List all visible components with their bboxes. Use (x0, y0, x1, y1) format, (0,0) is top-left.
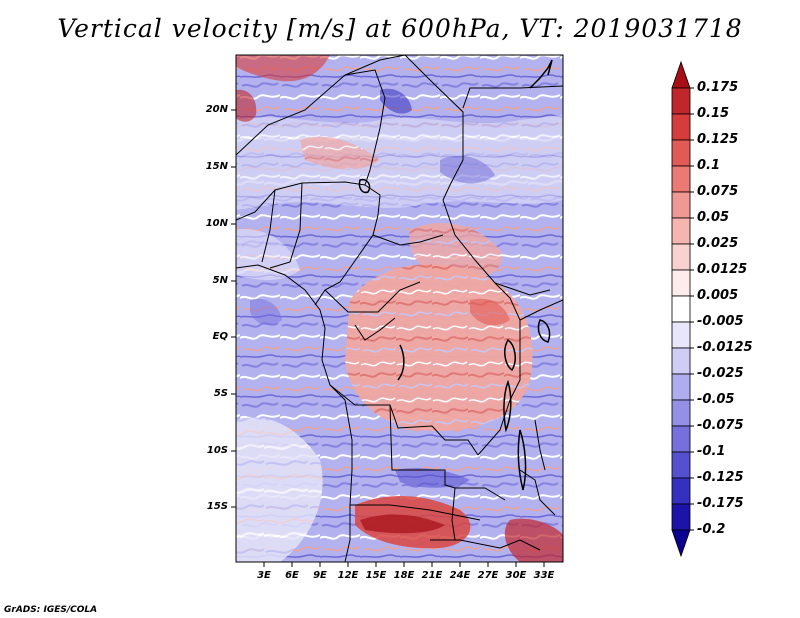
colorbar-level-label: 0.1 (697, 158, 721, 173)
colorbar-swatch (671, 503, 691, 531)
lon-label-3e: 3E (257, 570, 271, 581)
lon-label-27e: 27E (477, 570, 499, 581)
colorbar-level-label: 0.025 (697, 236, 739, 251)
lat-label-10s: 10S (206, 445, 228, 456)
lon-label-12e: 12E (337, 570, 359, 581)
colorbar-level-label: 0.005 (697, 288, 739, 303)
colorbar-level-label: -0.1 (697, 444, 726, 459)
colorbar-level-label: 0.05 (697, 210, 730, 225)
colorbar-level-label: 0.15 (697, 106, 730, 121)
lat-label-10n: 10N (205, 218, 228, 229)
lat-label-5s: 5S (213, 388, 228, 399)
colorbar-level-label: -0.0125 (697, 340, 753, 355)
colorbar-swatch (671, 113, 691, 141)
colorbar-swatch (671, 191, 691, 219)
colorbar-swatch (671, 243, 691, 271)
lat-label-15s: 15S (206, 501, 228, 512)
colorbar-level-label: 0.075 (697, 184, 739, 199)
colorbar-level-label: 0.0125 (697, 262, 748, 277)
colorbar-level-label: -0.05 (697, 392, 735, 407)
colorbar-level-label: -0.175 (697, 496, 744, 511)
colorbar-swatch (671, 399, 691, 427)
colorbar-swatch (671, 139, 691, 167)
map-frame (235, 54, 564, 563)
colorbar-swatch (671, 269, 691, 297)
colorbar-swatch (671, 347, 691, 375)
colorbar-level-label: -0.075 (697, 418, 744, 433)
colorbar-swatch (671, 217, 691, 245)
colorbar-swatch (671, 60, 691, 89)
colorbar-level-label: -0.2 (697, 522, 726, 537)
lat-label-20n: 20N (205, 104, 228, 115)
lon-label-18e: 18E (393, 570, 415, 581)
lat-label-eq: EQ (212, 331, 228, 342)
map-title: Vertical velocity [m/s] at 600hPa, VT: 2… (57, 14, 743, 43)
colorbar-level-label: -0.125 (697, 470, 744, 485)
colorbar (671, 60, 694, 558)
colorbar-level-label: -0.005 (697, 314, 744, 329)
grads-credit: GrADS: IGES/COLA (4, 605, 98, 615)
axis-ticks (231, 109, 545, 567)
colorbar-level-label: -0.025 (697, 366, 744, 381)
colorbar-level-label: 0.175 (697, 80, 739, 95)
lon-label-9e: 9E (313, 570, 327, 581)
colorbar-swatch (671, 321, 691, 349)
country-borders (236, 55, 563, 562)
colorbar-swatch (671, 477, 691, 505)
colorbar-swatch (671, 295, 691, 323)
lon-label-15e: 15E (365, 570, 387, 581)
lat-label-15n: 15N (205, 161, 228, 172)
colorbar-swatch (671, 373, 691, 401)
lon-label-33e: 33E (533, 570, 555, 581)
colorbar-swatch (671, 451, 691, 479)
colorbar-swatch (671, 87, 691, 115)
colorbar-swatch (671, 425, 691, 453)
lon-label-6e: 6E (285, 570, 299, 581)
lon-label-21e: 21E (421, 570, 443, 581)
lon-label-24e: 24E (449, 570, 471, 581)
colorbar-level-label: 0.125 (697, 132, 739, 147)
colorbar-swatch (671, 165, 691, 193)
lat-label-5n: 5N (212, 275, 228, 286)
lon-label-30e: 30E (505, 570, 527, 581)
colorbar-swatch (671, 529, 691, 558)
vertical-velocity-field (236, 55, 563, 562)
